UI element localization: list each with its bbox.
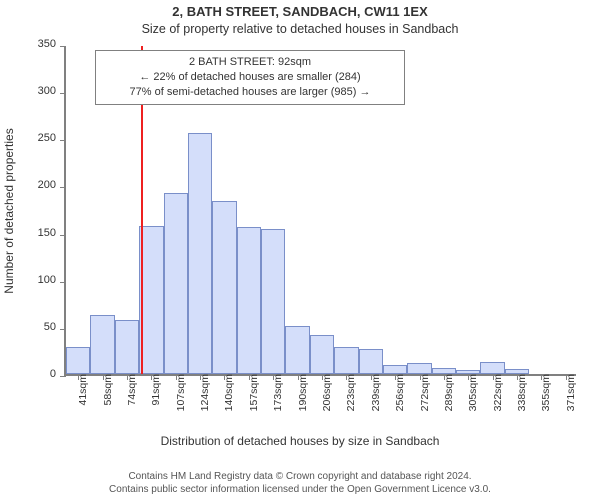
x-tick-label: 91sqm xyxy=(140,374,162,406)
footer-line-2: Contains public sector information licen… xyxy=(0,483,600,496)
x-axis-label: Distribution of detached houses by size … xyxy=(0,434,600,448)
y-tick-label: 50 xyxy=(44,321,66,333)
y-tick-label: 200 xyxy=(38,179,66,191)
histogram-bar xyxy=(285,326,309,374)
footer: Contains HM Land Registry data © Crown c… xyxy=(0,470,600,496)
histogram-bar xyxy=(139,226,163,374)
y-tick-label: 0 xyxy=(50,368,66,380)
x-tick-label: 355sqm xyxy=(530,374,552,411)
x-tick-label: 206sqm xyxy=(311,374,333,411)
histogram-bar xyxy=(310,335,334,374)
chart-container: { "title": { "text": "2, BATH STREET, SA… xyxy=(0,0,600,500)
x-tick-label: 289sqm xyxy=(433,374,455,411)
x-tick-label: 272sqm xyxy=(409,374,431,411)
histogram-bar xyxy=(237,227,261,374)
histogram-bar xyxy=(90,315,114,374)
histogram-bar xyxy=(115,320,139,374)
footer-line-1: Contains HM Land Registry data © Crown c… xyxy=(0,470,600,483)
x-tick-label: 41sqm xyxy=(67,374,89,406)
y-axis-label: Number of detached properties xyxy=(2,128,16,293)
y-tick-label: 300 xyxy=(38,85,66,97)
annotation-line: 77% of semi-detached houses are larger (… xyxy=(104,85,396,100)
histogram-bar xyxy=(407,363,431,374)
x-tick-label: 371sqm xyxy=(555,374,577,411)
x-tick-label: 74sqm xyxy=(116,374,138,406)
histogram-bar xyxy=(383,365,407,374)
y-tick-label: 250 xyxy=(38,132,66,144)
x-tick-label: 124sqm xyxy=(189,374,211,411)
histogram-bar xyxy=(164,193,188,374)
histogram-bar xyxy=(212,201,236,374)
y-tick-label: 150 xyxy=(38,227,66,239)
x-tick-label: 256sqm xyxy=(384,374,406,411)
x-tick-label: 173sqm xyxy=(262,374,284,411)
histogram-bar xyxy=(359,349,383,374)
histogram-bar xyxy=(261,229,285,374)
histogram-bar xyxy=(188,133,212,374)
x-tick-label: 58sqm xyxy=(92,374,114,406)
chart-title: 2, BATH STREET, SANDBACH, CW11 1EX xyxy=(0,4,600,19)
x-tick-label: 223sqm xyxy=(335,374,357,411)
y-tick-label: 350 xyxy=(38,38,66,50)
x-tick-label: 305sqm xyxy=(457,374,479,411)
annotation-line: 2 BATH STREET: 92sqm xyxy=(104,55,396,70)
histogram-bar xyxy=(66,347,90,374)
y-tick-label: 100 xyxy=(38,274,66,286)
histogram-bar xyxy=(480,362,504,374)
x-tick-label: 140sqm xyxy=(213,374,235,411)
annotation-line: ← 22% of detached houses are smaller (28… xyxy=(104,70,396,85)
histogram-bar xyxy=(334,347,358,374)
x-tick-label: 322sqm xyxy=(482,374,504,411)
x-tick-label: 239sqm xyxy=(360,374,382,411)
annotation-box: 2 BATH STREET: 92sqm← 22% of detached ho… xyxy=(95,50,405,105)
x-tick-label: 157sqm xyxy=(238,374,260,411)
x-tick-label: 190sqm xyxy=(287,374,309,411)
x-tick-label: 338sqm xyxy=(506,374,528,411)
x-tick-label: 107sqm xyxy=(165,374,187,411)
chart-subtitle: Size of property relative to detached ho… xyxy=(0,22,600,36)
